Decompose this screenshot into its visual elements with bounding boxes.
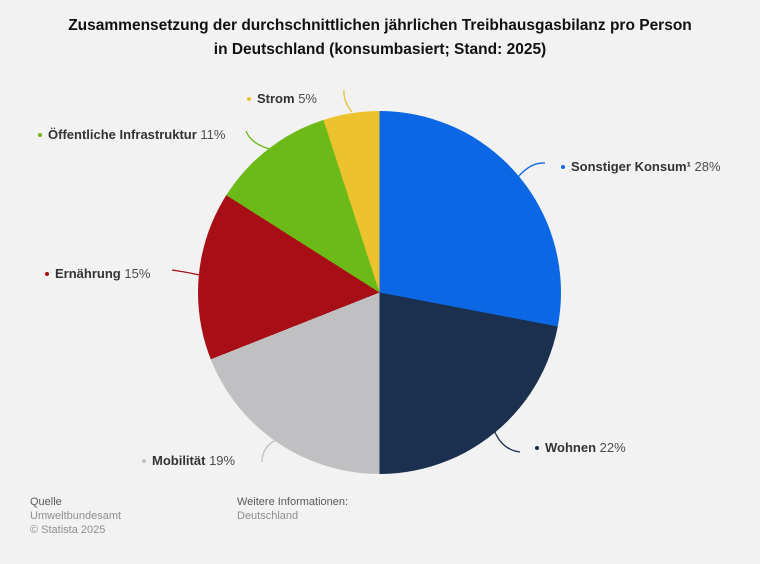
chart-title: Zusammensetzung der durchschnittlichen j… bbox=[68, 17, 692, 58]
source-value: Umweltbundesamt bbox=[30, 510, 122, 522]
pie-chart bbox=[198, 111, 561, 474]
slice-percent: 28% bbox=[694, 159, 721, 174]
slice-percent: 19% bbox=[209, 453, 236, 468]
slice-label-wohnen: Wohnen 22% bbox=[535, 440, 626, 455]
slice-percent: 22% bbox=[599, 440, 626, 455]
copyright-notice: © Statista 2025 bbox=[30, 524, 106, 536]
leader-line-ernaehrung bbox=[171, 269, 201, 276]
slice-percent: 5% bbox=[298, 91, 317, 106]
slice-percent: 11% bbox=[200, 127, 226, 142]
bullet-oeff-infrastruktur-icon bbox=[38, 133, 42, 137]
source-block: Quelle Umweltbundesamt © Statista 2025 bbox=[30, 495, 121, 537]
leader-line-sonstiger-konsum bbox=[517, 162, 546, 178]
slice-label-strom: Strom 5% bbox=[247, 91, 317, 106]
bullet-mobilitaet-icon bbox=[142, 459, 146, 463]
leader-line-oeff-infrastruktur bbox=[245, 130, 271, 150]
slice-name: Mobilität bbox=[152, 453, 206, 468]
slice-label-ernaehrung: Ernährung 15% bbox=[45, 266, 150, 281]
slice-name: Ernährung bbox=[55, 266, 121, 281]
info-value: Deutschland bbox=[237, 510, 299, 522]
slice-label-oeff-infrastruktur: Öffentliche Infrastruktur 11% bbox=[38, 127, 225, 142]
bullet-wohnen-icon bbox=[535, 446, 539, 450]
slice-label-sonstiger-konsum: Sonstiger Konsum¹ 28% bbox=[561, 159, 721, 174]
leader-line-wohnen bbox=[493, 429, 521, 453]
slice-name: Öffentliche Infrastruktur bbox=[48, 127, 197, 142]
bullet-strom-icon bbox=[247, 97, 251, 101]
slice-percent: 15% bbox=[124, 266, 151, 281]
slice-name: Sonstiger Konsum¹ bbox=[571, 159, 691, 174]
info-label: Weitere Informationen: bbox=[237, 496, 349, 508]
slice-name: Wohnen bbox=[545, 440, 597, 455]
leader-line-mobilitaet bbox=[261, 439, 277, 463]
leader-line-strom bbox=[343, 89, 353, 113]
bullet-sonstiger-konsum-icon bbox=[561, 165, 565, 169]
source-label: Quelle bbox=[30, 496, 62, 508]
slice-label-mobilitaet: Mobilität 19% bbox=[142, 453, 235, 468]
info-block: Weitere Informationen: Deutschland bbox=[237, 495, 348, 523]
slice-name: Strom bbox=[257, 91, 295, 106]
bullet-ernaehrung-icon bbox=[45, 272, 49, 276]
